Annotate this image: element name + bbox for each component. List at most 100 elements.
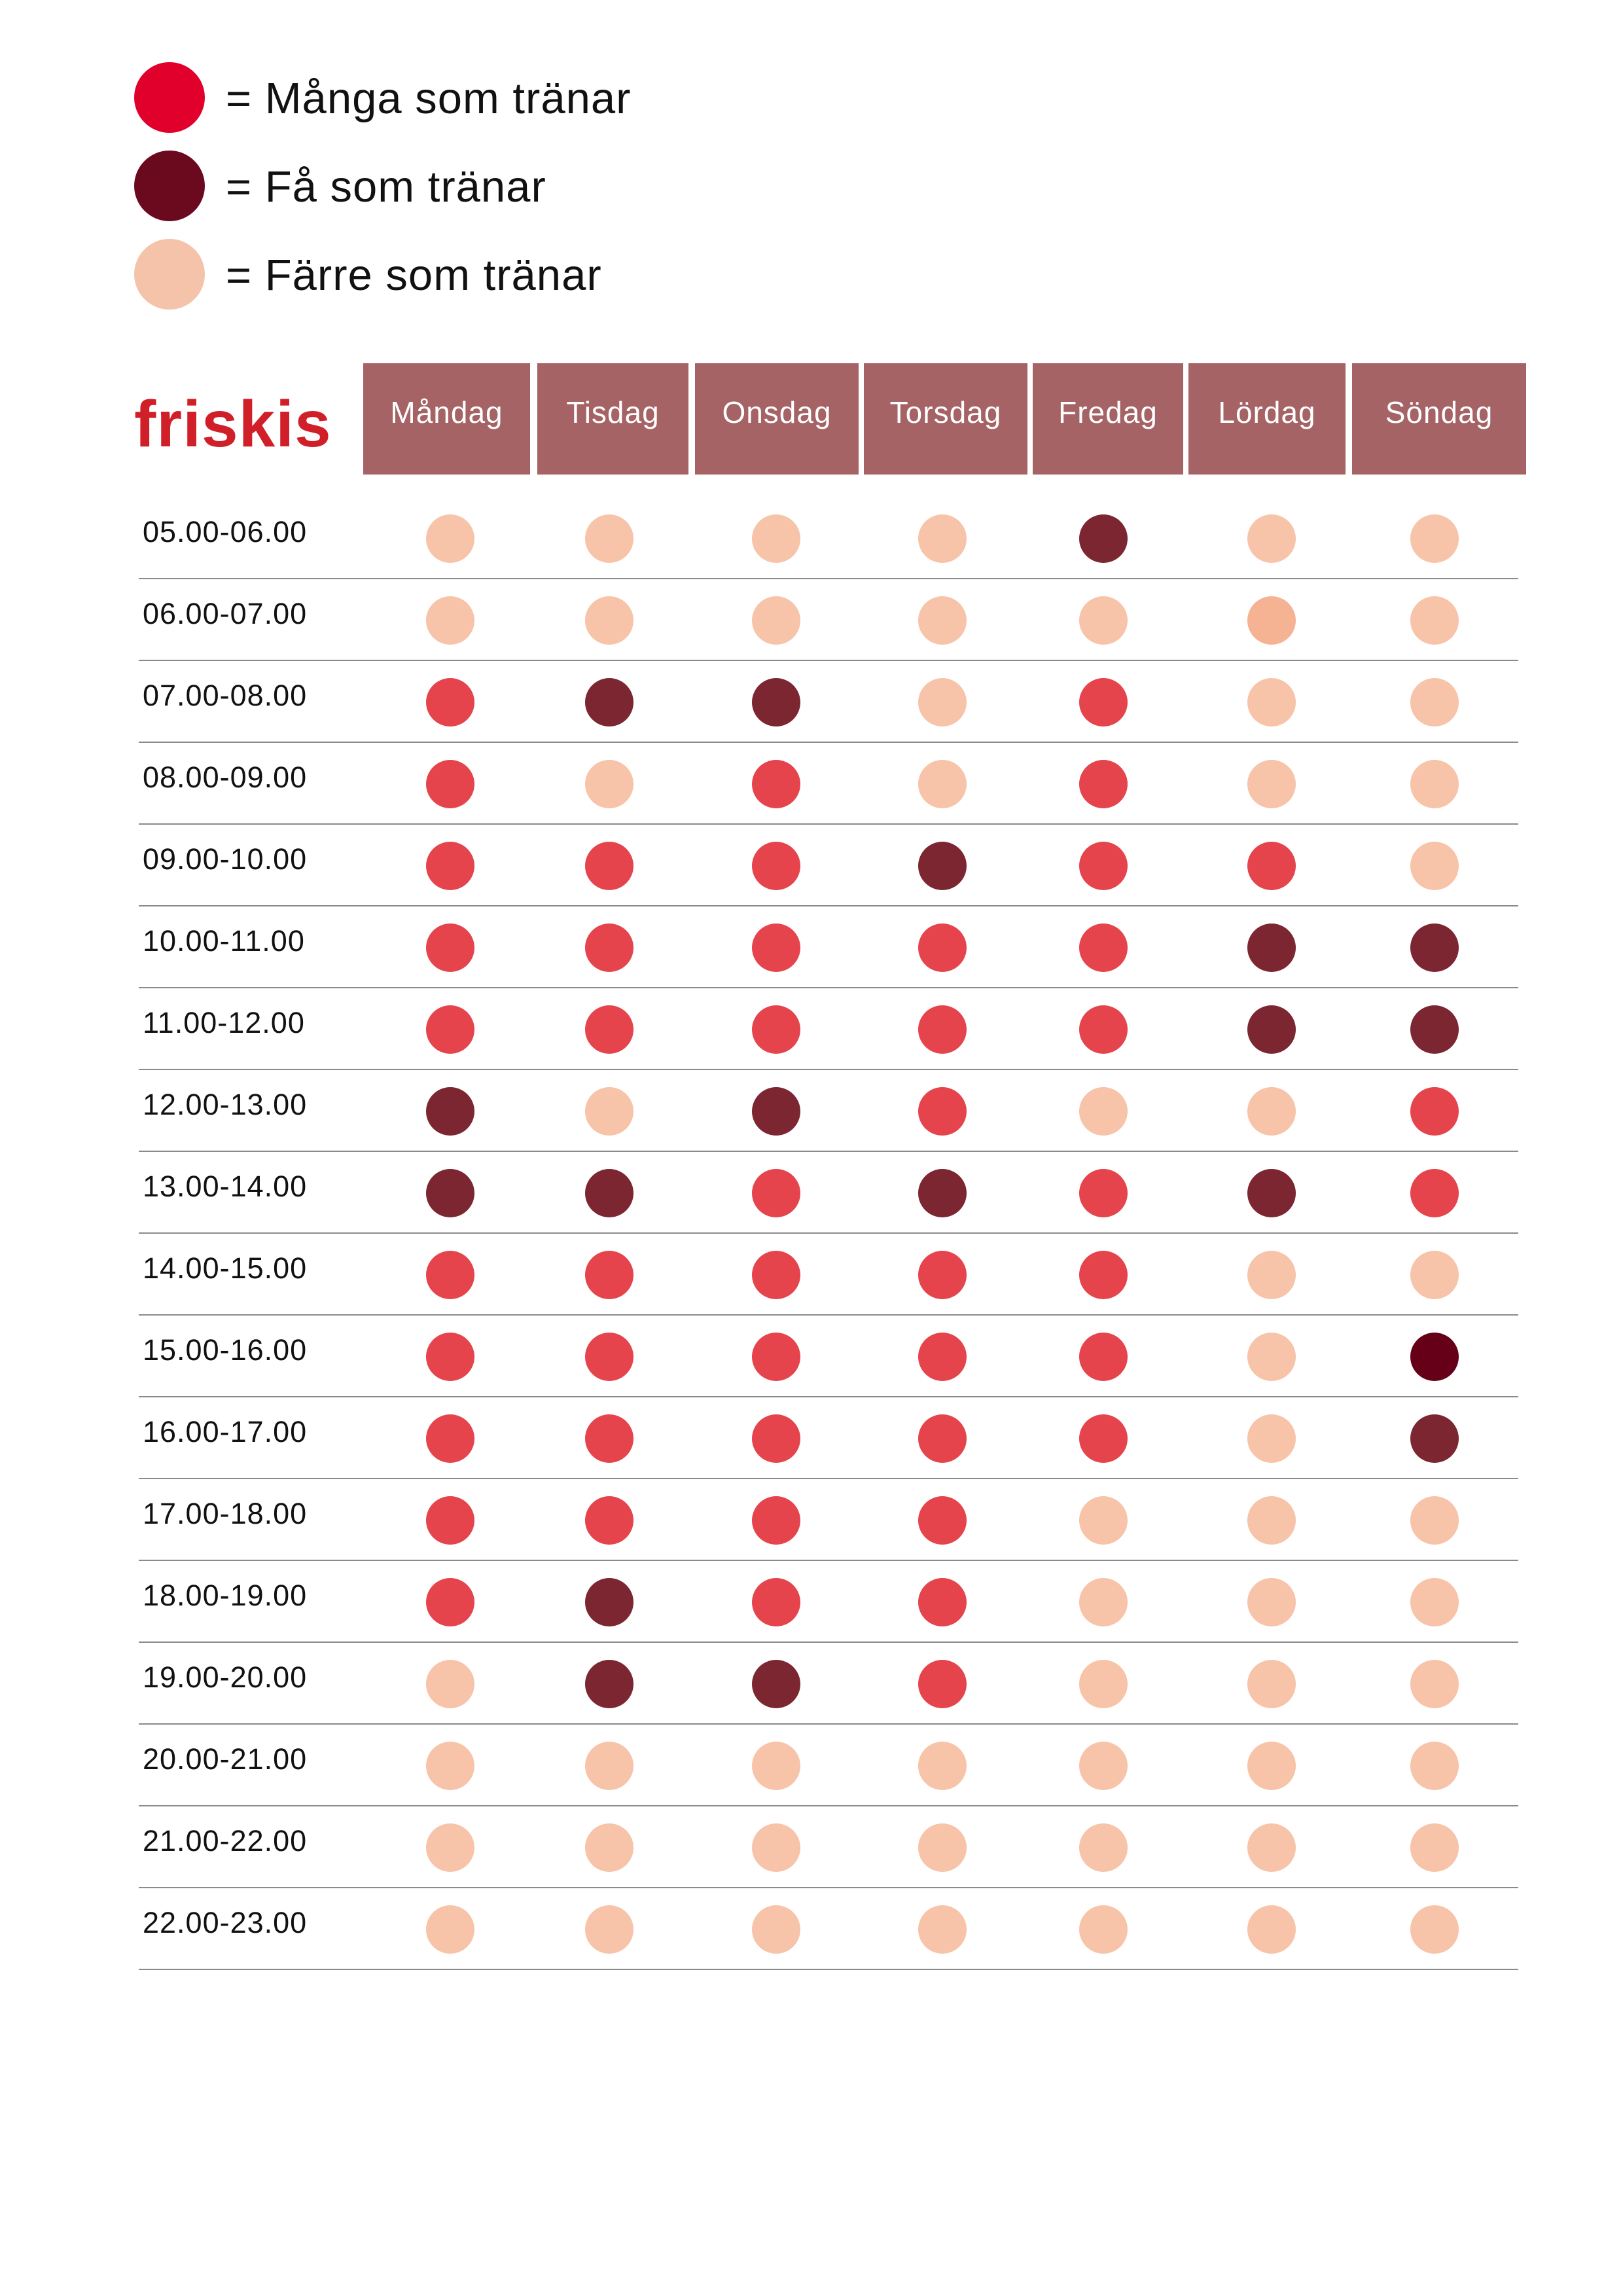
traffic-dot bbox=[752, 924, 800, 972]
traffic-dot bbox=[1410, 1005, 1459, 1054]
row-divider bbox=[139, 578, 1518, 579]
traffic-dot bbox=[918, 1742, 967, 1790]
traffic-dot bbox=[585, 1742, 633, 1790]
traffic-dot bbox=[752, 514, 800, 563]
traffic-dot bbox=[426, 1414, 474, 1463]
traffic-dot bbox=[426, 760, 474, 808]
traffic-dot bbox=[1410, 514, 1459, 563]
row-time-label: 05.00-06.00 bbox=[143, 515, 308, 548]
row-time-label: 19.00-20.00 bbox=[143, 1660, 308, 1694]
row-divider bbox=[139, 742, 1518, 743]
row-divider bbox=[139, 1478, 1518, 1479]
traffic-dot bbox=[1247, 1414, 1296, 1463]
row-divider bbox=[139, 987, 1518, 988]
traffic-dot bbox=[752, 1578, 800, 1626]
traffic-dot bbox=[1247, 1005, 1296, 1054]
row-time-label: 20.00-21.00 bbox=[143, 1742, 308, 1776]
traffic-dot bbox=[585, 842, 633, 890]
traffic-dot bbox=[585, 1169, 633, 1217]
traffic-dot bbox=[1410, 1905, 1459, 1954]
row-time-label: 13.00-14.00 bbox=[143, 1170, 308, 1203]
row-time-label: 17.00-18.00 bbox=[143, 1497, 308, 1530]
row-divider bbox=[139, 1723, 1518, 1725]
traffic-dot bbox=[1079, 596, 1128, 645]
traffic-dot bbox=[1079, 1005, 1128, 1054]
traffic-dot bbox=[585, 1823, 633, 1872]
traffic-dot bbox=[1247, 1333, 1296, 1381]
traffic-dot bbox=[426, 842, 474, 890]
traffic-dot bbox=[585, 924, 633, 972]
traffic-dot bbox=[585, 596, 633, 645]
row-divider bbox=[139, 1969, 1518, 1970]
traffic-dot bbox=[585, 1496, 633, 1545]
row-divider bbox=[139, 1151, 1518, 1152]
traffic-dot bbox=[1410, 1087, 1459, 1136]
column-header-label: Söndag bbox=[1385, 395, 1493, 429]
traffic-dot bbox=[1247, 842, 1296, 890]
traffic-dot bbox=[426, 596, 474, 645]
traffic-dot bbox=[918, 514, 967, 563]
traffic-dot bbox=[1410, 1251, 1459, 1299]
traffic-dot bbox=[752, 1823, 800, 1872]
traffic-dot bbox=[752, 1005, 800, 1054]
traffic-dot bbox=[918, 1823, 967, 1872]
column-header-label: Torsdag bbox=[889, 395, 1002, 429]
traffic-dot bbox=[918, 1087, 967, 1136]
brand-logo: friskis bbox=[134, 387, 332, 461]
traffic-dot bbox=[585, 1414, 633, 1463]
row-time-label: 07.00-08.00 bbox=[143, 679, 308, 712]
traffic-dot bbox=[1247, 1823, 1296, 1872]
traffic-dot bbox=[1079, 1660, 1128, 1708]
row-divider bbox=[139, 1314, 1518, 1316]
traffic-dot bbox=[585, 1005, 633, 1054]
row-time-label: 12.00-13.00 bbox=[143, 1088, 308, 1121]
traffic-dot bbox=[918, 1251, 967, 1299]
legend-item-fewer: = Färre som tränar bbox=[134, 239, 723, 311]
column-header-söndag: Söndag bbox=[1352, 363, 1526, 475]
traffic-dot bbox=[585, 1333, 633, 1381]
column-header-label: Onsdag bbox=[722, 395, 832, 429]
traffic-dot bbox=[1079, 678, 1128, 726]
row-time-label: 16.00-17.00 bbox=[143, 1415, 308, 1448]
traffic-dot bbox=[426, 1742, 474, 1790]
traffic-dot bbox=[1410, 1414, 1459, 1463]
traffic-dot bbox=[1410, 596, 1459, 645]
traffic-dot bbox=[1247, 1169, 1296, 1217]
traffic-dot bbox=[1247, 1578, 1296, 1626]
traffic-dot bbox=[1410, 1496, 1459, 1545]
column-header-label: Lördag bbox=[1218, 395, 1316, 429]
legend-item-many: = Många som tränar bbox=[134, 62, 723, 134]
column-header-måndag: Måndag bbox=[363, 363, 530, 475]
traffic-dot bbox=[1247, 924, 1296, 972]
row-divider bbox=[139, 1232, 1518, 1234]
traffic-dot bbox=[918, 1660, 967, 1708]
traffic-dot bbox=[1079, 1823, 1128, 1872]
row-time-label: 22.00-23.00 bbox=[143, 1906, 308, 1939]
traffic-dot bbox=[426, 1087, 474, 1136]
row-divider bbox=[139, 1396, 1518, 1397]
traffic-dot bbox=[1079, 1333, 1128, 1381]
traffic-dot bbox=[585, 760, 633, 808]
traffic-dot bbox=[1079, 1414, 1128, 1463]
traffic-dot bbox=[752, 1169, 800, 1217]
traffic-dot bbox=[1410, 1333, 1459, 1381]
column-header-label: Fredag bbox=[1058, 395, 1158, 429]
traffic-dot bbox=[918, 1496, 967, 1545]
row-time-label: 15.00-16.00 bbox=[143, 1333, 308, 1367]
traffic-dot bbox=[426, 514, 474, 563]
traffic-dot bbox=[585, 1905, 633, 1954]
traffic-dot bbox=[1247, 514, 1296, 563]
traffic-dot bbox=[1410, 924, 1459, 972]
traffic-dot bbox=[426, 678, 474, 726]
traffic-dot bbox=[752, 1660, 800, 1708]
traffic-dot bbox=[1410, 842, 1459, 890]
traffic-dot bbox=[426, 1005, 474, 1054]
column-header-torsdag: Torsdag bbox=[864, 363, 1027, 475]
traffic-dot bbox=[918, 596, 967, 645]
traffic-dot bbox=[1079, 514, 1128, 563]
traffic-dot bbox=[1247, 1087, 1296, 1136]
column-header-label: Måndag bbox=[390, 395, 503, 429]
traffic-dot bbox=[426, 1660, 474, 1708]
traffic-dot bbox=[918, 1905, 967, 1954]
row-time-label: 18.00-19.00 bbox=[143, 1579, 308, 1612]
